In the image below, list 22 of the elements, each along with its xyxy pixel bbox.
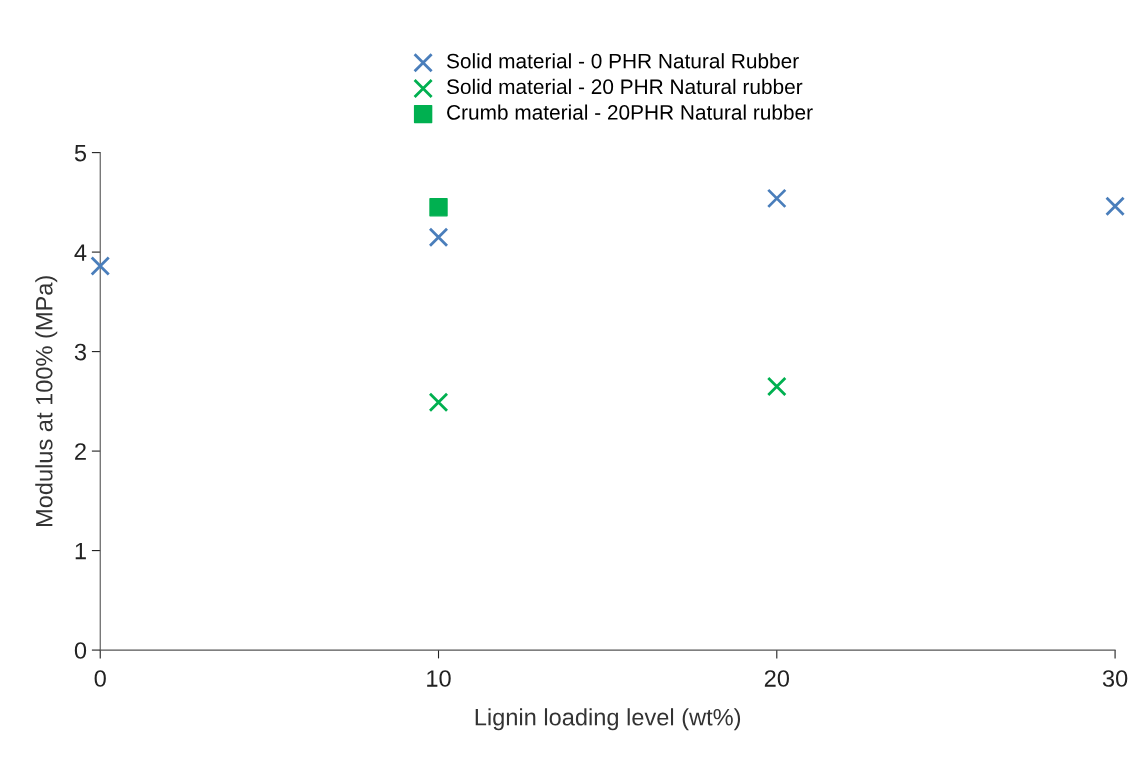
y-axis-title: Modulus at 100% (MPa) bbox=[35, 276, 58, 527]
x-tick-label: 30 bbox=[1102, 670, 1128, 687]
x-tick-label: 10 bbox=[427, 670, 451, 687]
y-tick-label: 1 bbox=[75, 542, 86, 560]
point bbox=[428, 392, 449, 413]
point bbox=[90, 256, 111, 276]
y-tick-label: 5 bbox=[74, 144, 87, 162]
point bbox=[428, 227, 449, 248]
x-axis-title: Lignin loading level (wt%) bbox=[475, 708, 741, 731]
legend-label: Solid material - 0 PHR Natural Rubber bbox=[446, 53, 799, 69]
legend-label: Solid material - 20 PHR Natural rubber bbox=[446, 78, 803, 95]
legend-label: Crumb material - 20PHR Natural rubber bbox=[447, 104, 813, 120]
y-tick-label: 2 bbox=[75, 443, 86, 460]
y-tick-label: 0 bbox=[74, 642, 87, 659]
y-tick-label: 4 bbox=[74, 244, 87, 261]
x-tick-label: 20 bbox=[764, 670, 790, 687]
point bbox=[766, 376, 787, 397]
point bbox=[766, 188, 787, 209]
point bbox=[1105, 196, 1125, 217]
point bbox=[429, 198, 448, 217]
x-tick-label: 0 bbox=[94, 670, 106, 687]
y-tick-label: 3 bbox=[74, 343, 86, 361]
